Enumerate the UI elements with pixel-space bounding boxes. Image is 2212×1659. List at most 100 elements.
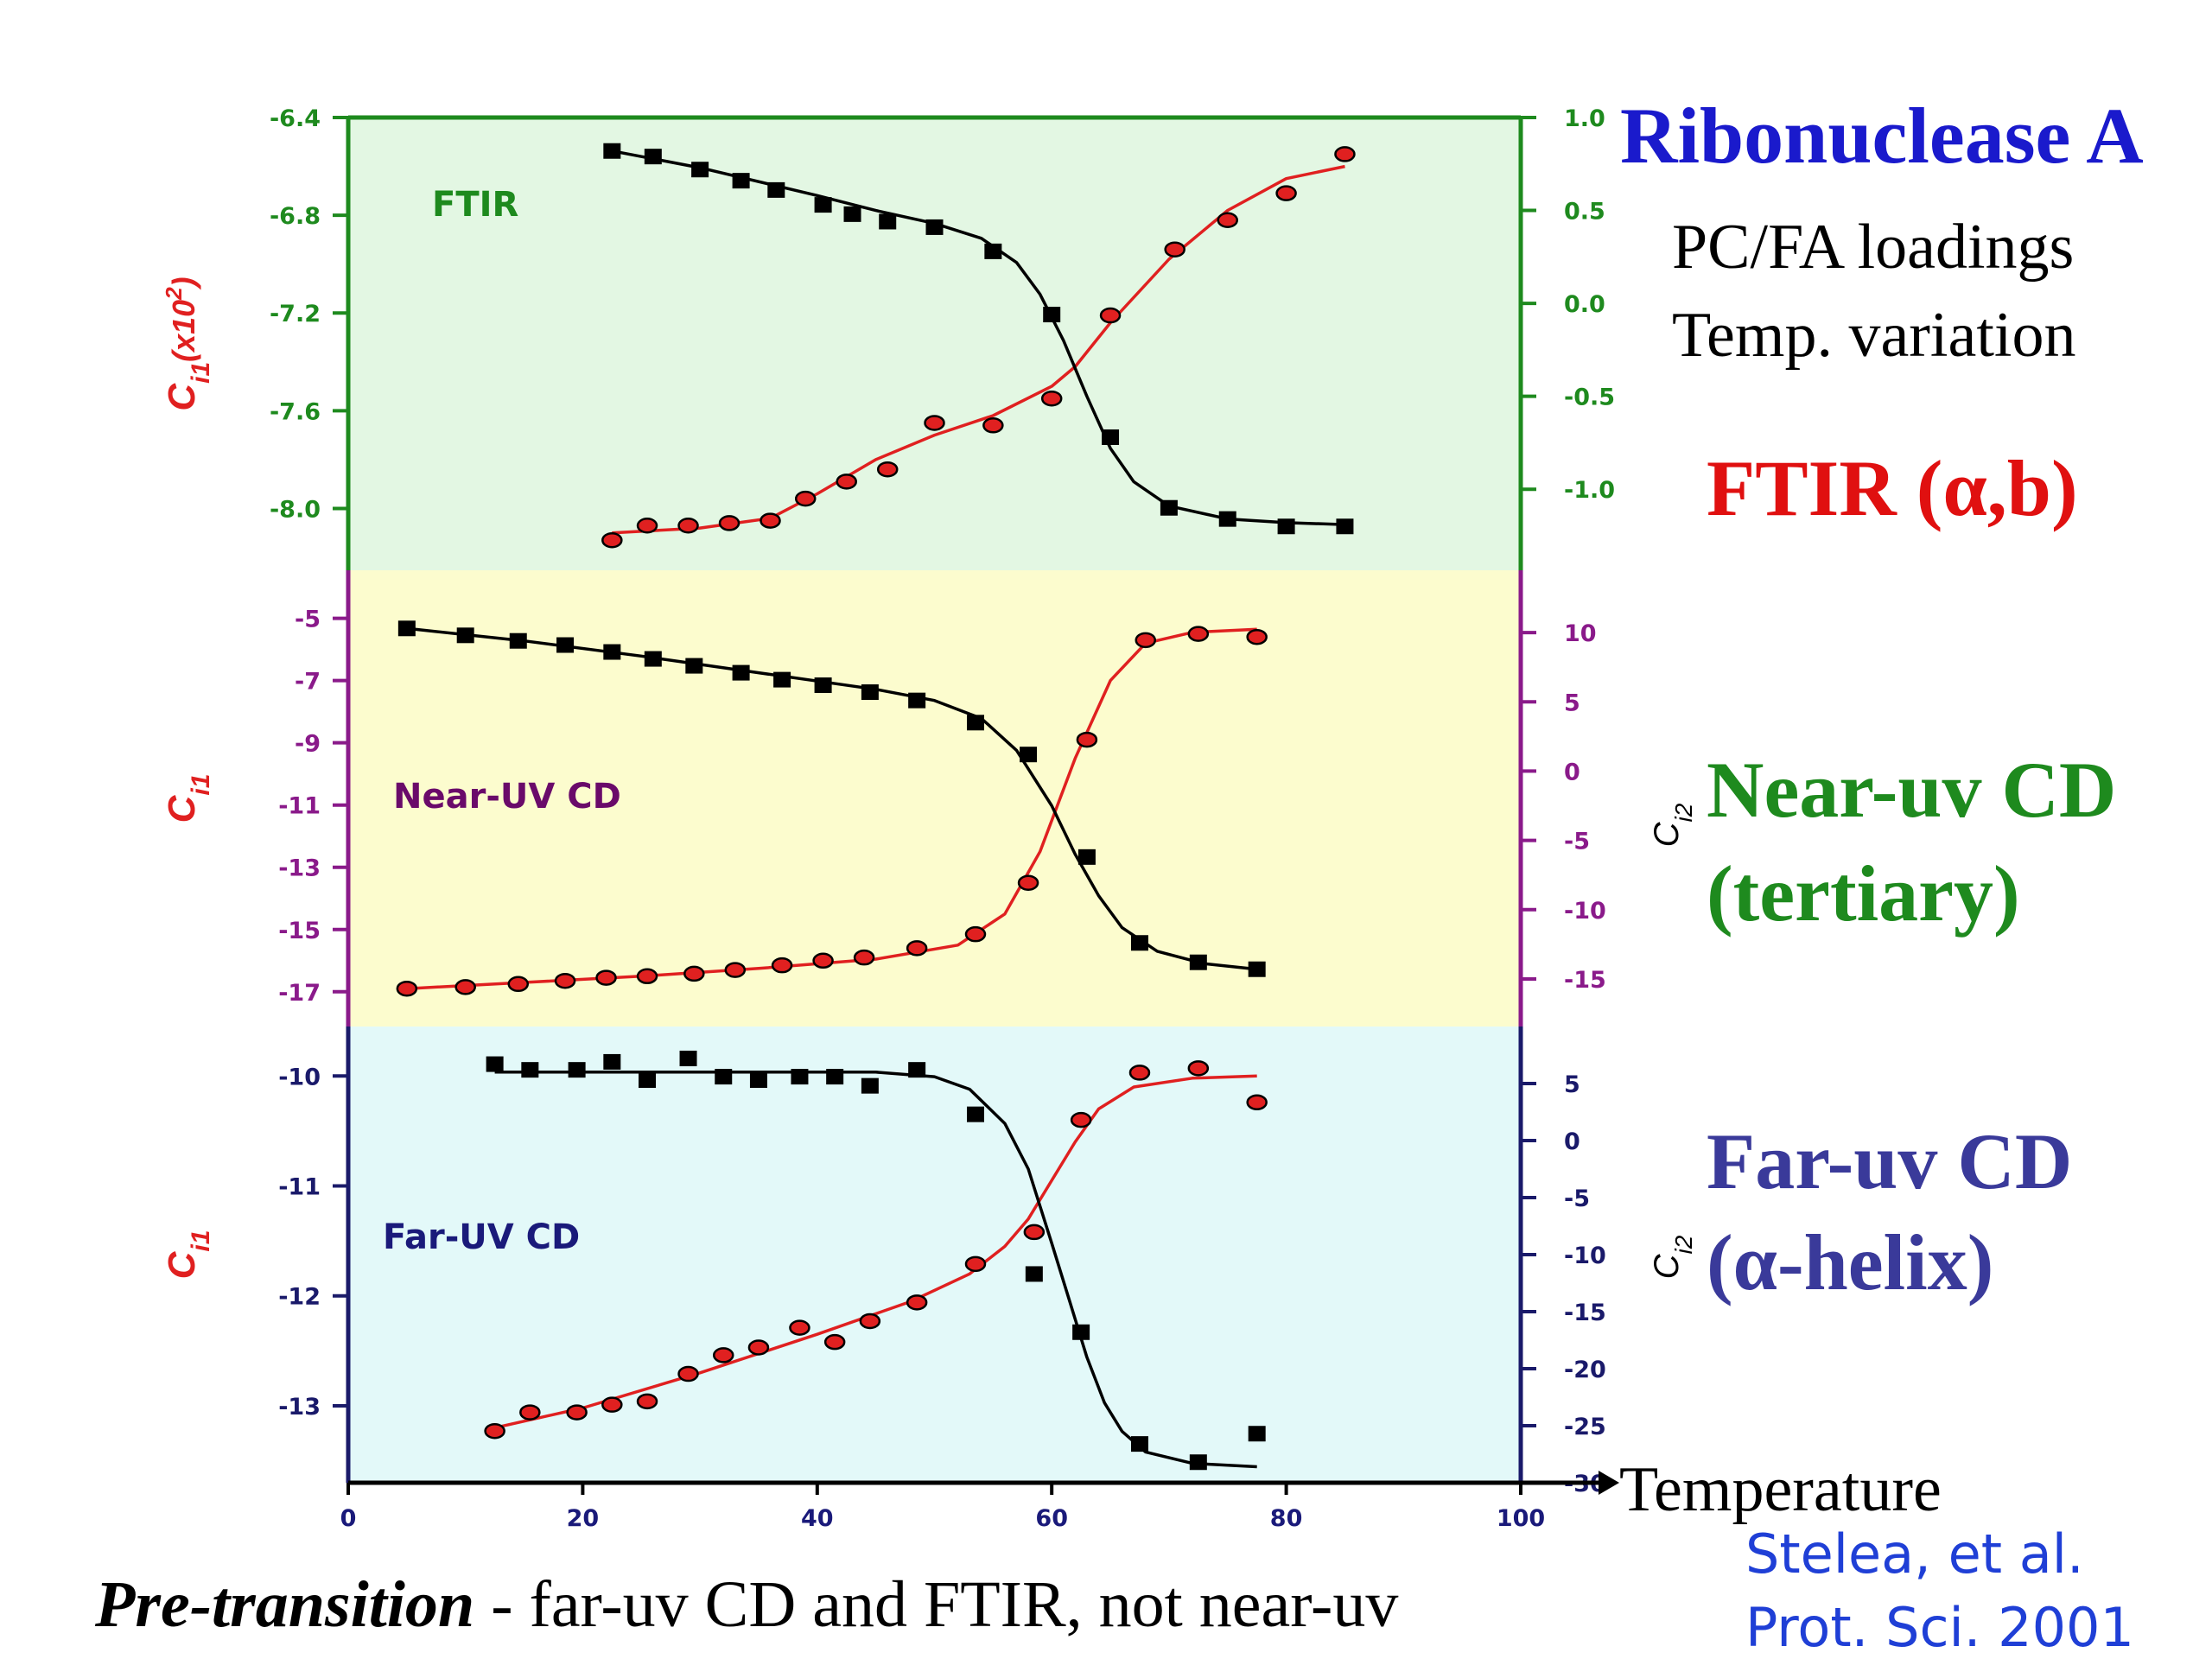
- data-point-square: [644, 149, 662, 165]
- data-point-square: [732, 173, 750, 189]
- data-point-square: [826, 1069, 844, 1085]
- right-tick-label: 5: [1564, 690, 1580, 716]
- data-point-circle: [1246, 628, 1268, 645]
- axis-title-symbol: C: [161, 1250, 203, 1279]
- data-point-circle: [1040, 390, 1063, 407]
- data-point-circle: [712, 1347, 734, 1363]
- data-point-square: [1248, 961, 1266, 977]
- right-tick-label: -5: [1564, 1185, 1590, 1212]
- figure-title: Ribonuclease A: [1620, 92, 2144, 180]
- axis-title-subscript: i1: [187, 1230, 215, 1252]
- data-point-circle: [964, 1255, 987, 1273]
- left-tick-label: -8.0: [270, 496, 321, 523]
- left-axis-title: Ci1: [161, 774, 215, 823]
- temperature-arrow: [1521, 1471, 1619, 1495]
- panel-background: [348, 118, 1521, 570]
- axis-title-superscript: 2: [161, 287, 187, 301]
- right-axis-title: Ci2: [1648, 1235, 1697, 1279]
- data-point-square: [908, 692, 926, 709]
- data-point-circle: [554, 972, 576, 989]
- left-tick-label: -6.8: [270, 203, 321, 230]
- right-tick-label: -15: [1564, 967, 1606, 994]
- right-tick-label: 0.5: [1564, 199, 1605, 226]
- data-point-square: [814, 197, 832, 213]
- data-point-square: [397, 620, 416, 637]
- data-point-square: [1160, 499, 1178, 516]
- panel-background: [348, 1027, 1521, 1483]
- data-point-circle: [566, 1404, 588, 1421]
- data-point-square: [1277, 518, 1295, 535]
- left-tick-label: -13: [278, 855, 321, 882]
- data-point-circle: [771, 957, 793, 974]
- right-tick-label: 10: [1564, 620, 1597, 647]
- axis-title-subscript: i1: [187, 362, 215, 384]
- data-point-circle: [859, 1313, 881, 1330]
- data-point-circle: [906, 1294, 928, 1311]
- right-tick-label: -25: [1564, 1414, 1606, 1440]
- left-tick-label: -11: [278, 1173, 321, 1200]
- data-point-circle: [1275, 185, 1297, 201]
- panel-label: FTIR: [432, 185, 518, 225]
- data-point-circle: [507, 976, 530, 993]
- left-tick-label: -9: [295, 731, 321, 758]
- data-point-circle: [595, 969, 617, 986]
- data-point-square: [966, 715, 984, 731]
- data-point-circle: [1246, 1094, 1268, 1111]
- data-point-circle: [601, 531, 623, 549]
- far-uv-heading-line1: Far-uv CD: [1707, 1117, 2072, 1205]
- data-point-circle: [677, 1365, 699, 1382]
- data-point-circle: [1076, 731, 1098, 748]
- subtitle-line2: Temp. variation: [1672, 300, 2075, 371]
- right-tick-label: 0: [1564, 1128, 1580, 1155]
- chart-panels: -6.4 -6.8 -7.2 -7.6 -8.0 1.0 0.5 0.0 -0.5 -1.0 FTI…: [161, 105, 1697, 1532]
- data-point-circle: [760, 512, 781, 529]
- data-point-circle: [964, 925, 987, 943]
- data-point-square: [556, 637, 575, 653]
- right-tick-label: -20: [1564, 1357, 1606, 1383]
- data-point-square: [486, 1056, 504, 1072]
- right-tick-label: 0: [1564, 759, 1580, 785]
- data-point-circle: [836, 474, 857, 490]
- axis-title-symbol: C: [1648, 1253, 1686, 1279]
- data-point-circle: [636, 1393, 658, 1410]
- right-tick-label: -10: [1564, 1243, 1606, 1269]
- data-point-square: [1072, 1324, 1090, 1340]
- panel-1: -6.4 -6.8 -7.2 -7.6 -8.0 1.0 0.5 0.0 -0.5 -1.0 FTI…: [161, 105, 1615, 570]
- data-point-circle: [982, 417, 1004, 434]
- data-point-square: [1189, 1454, 1207, 1471]
- axis-title-suffix: (x10: [166, 300, 201, 362]
- data-point-square: [732, 664, 750, 681]
- data-point-square: [456, 627, 474, 644]
- left-tick-label: -12: [278, 1284, 321, 1311]
- data-point-circle: [484, 1422, 505, 1440]
- left-tick-label: -5: [295, 607, 321, 633]
- data-point-circle: [396, 980, 418, 997]
- right-tick-label: -15: [1564, 1300, 1606, 1326]
- data-point-circle: [1187, 626, 1210, 642]
- data-point-square: [925, 219, 944, 235]
- data-point-square: [861, 684, 879, 701]
- data-point-circle: [1187, 1060, 1210, 1077]
- data-point-circle: [1135, 632, 1157, 649]
- temperature-label: Temperature: [1619, 1454, 1942, 1525]
- right-tick-label: 1.0: [1564, 105, 1605, 132]
- data-point-square: [1130, 1436, 1148, 1452]
- data-point-square: [814, 677, 832, 694]
- data-point-square: [1043, 307, 1061, 323]
- data-point-square: [1218, 511, 1236, 527]
- axis-title-symbol: C: [1648, 821, 1686, 847]
- data-point-circle: [601, 1396, 623, 1413]
- x-tick-label: 100: [1497, 1505, 1545, 1532]
- data-point-square: [603, 1053, 621, 1070]
- near-uv-heading-line1: Near-uv CD: [1707, 746, 2116, 834]
- data-point-square: [966, 1106, 984, 1122]
- data-point-square: [843, 206, 861, 222]
- right-tick-label: 5: [1564, 1071, 1580, 1098]
- citation-line2: Prot. Sci. 2001: [1745, 1596, 2134, 1659]
- data-point-circle: [1017, 874, 1039, 891]
- x-tick-label: 80: [1270, 1505, 1303, 1532]
- data-point-circle: [718, 515, 741, 531]
- axis-title-subscript: i2: [1670, 803, 1697, 822]
- right-tick-label: 0.0: [1564, 291, 1605, 318]
